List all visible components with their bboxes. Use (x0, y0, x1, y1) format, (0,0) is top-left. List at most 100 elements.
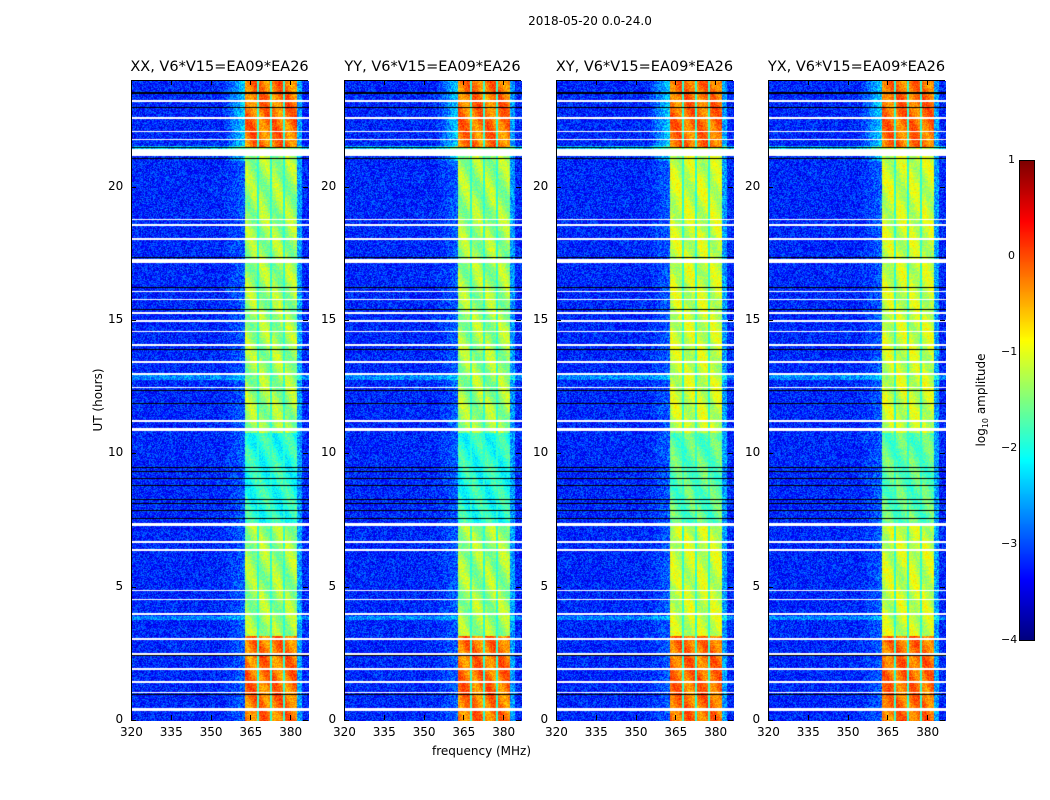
y-tick-mark (768, 186, 773, 188)
y-tick-mark (556, 320, 561, 321)
x-tick-mark (383, 715, 385, 720)
y-tick-label: 10 (108, 445, 124, 460)
colorbar-tick-label: −3 (1001, 537, 1018, 550)
y-tick-mark (516, 586, 521, 588)
y-tick-mark (516, 320, 521, 321)
y-tick-mark (131, 453, 136, 455)
y-tick-mark (768, 720, 773, 721)
y-tick-mark (303, 453, 308, 455)
y-tick-mark (516, 186, 521, 188)
x-tick-mark (635, 80, 637, 85)
x-tick-mark (847, 80, 849, 85)
figure-title: 2018-05-20 0.0-24.0 (528, 14, 652, 28)
x-tick-label: 335 (372, 725, 396, 739)
x-axis-label: frequency (MHz) (432, 744, 532, 758)
x-tick-label: 350 (199, 725, 223, 739)
y-tick-label: 0 (540, 712, 549, 726)
y-tick-mark (728, 586, 733, 588)
x-tick-mark (250, 715, 252, 720)
x-tick-mark (463, 715, 465, 720)
y-tick-mark (556, 586, 561, 588)
x-tick-label: 365 (452, 725, 476, 739)
colorbar-tick-label: −1 (1001, 345, 1018, 358)
y-tick-label: 15 (533, 312, 549, 326)
heatmap-panel-4 (768, 80, 946, 721)
x-tick-mark (344, 80, 345, 85)
y-tick-label: 20 (745, 178, 761, 193)
colorbar-gradient (1020, 161, 1034, 640)
x-tick-mark (887, 715, 889, 720)
x-tick-mark (250, 80, 252, 85)
y-tick-mark (303, 720, 308, 721)
x-tick-mark (170, 715, 172, 720)
y-tick-label: 0 (115, 712, 124, 726)
x-tick-label: 335 (159, 725, 183, 739)
colorbar-label: log10 amplitude (974, 354, 990, 447)
x-tick-mark (595, 715, 597, 720)
y-tick-mark (303, 586, 308, 588)
x-tick-label: 335 (796, 725, 820, 739)
x-tick-mark (210, 80, 212, 85)
x-tick-label: 335 (584, 725, 608, 739)
x-tick-label: 380 (279, 725, 303, 739)
x-tick-mark (847, 715, 849, 720)
x-tick-mark (807, 80, 809, 85)
x-tick-label: 350 (624, 725, 648, 739)
y-tick-mark (516, 453, 521, 455)
x-tick-mark (807, 715, 809, 720)
x-tick-label: 380 (916, 725, 940, 739)
x-tick-mark (927, 80, 929, 85)
y-tick-mark (940, 586, 945, 588)
x-tick-label: 380 (492, 725, 516, 739)
colorbar-tick-label: 0 (1008, 249, 1015, 262)
panel-title: XX, V6*V15=EA09*EA26 (130, 59, 309, 75)
colorbar-label-sub: 10 (981, 417, 991, 429)
x-tick-label: 350 (412, 725, 436, 739)
panel-title: YX, V6*V15=EA09*EA26 (767, 59, 946, 75)
x-tick-mark (715, 80, 717, 85)
x-tick-mark (383, 80, 385, 85)
y-tick-mark (728, 186, 733, 188)
x-tick-mark (675, 80, 677, 85)
y-tick-label: 5 (115, 578, 124, 593)
x-tick-label: 350 (836, 725, 860, 739)
y-tick-mark (768, 586, 773, 588)
colorbar-label-main: log (973, 428, 988, 447)
y-tick-label: 10 (533, 445, 549, 460)
y-tick-mark (768, 320, 773, 321)
colorbar (1019, 160, 1035, 641)
y-tick-mark (344, 453, 349, 455)
y-tick-mark (940, 453, 945, 455)
panel-title: XY, V6*V15=EA09*EA26 (555, 59, 734, 75)
y-tick-label: 20 (321, 178, 337, 193)
x-tick-mark (423, 80, 425, 85)
x-tick-mark (290, 80, 292, 85)
x-tick-mark (556, 715, 557, 720)
x-tick-label: 320 (120, 725, 143, 739)
colorbar-tick-label: −2 (1001, 441, 1018, 454)
y-tick-mark (940, 186, 945, 188)
x-tick-mark (927, 715, 929, 720)
y-tick-label: 10 (745, 445, 761, 460)
heatmap-panel-2 (344, 80, 522, 721)
y-tick-label: 15 (108, 312, 124, 326)
y-tick-mark (728, 720, 733, 721)
y-tick-label: 5 (328, 578, 337, 593)
x-tick-mark (595, 80, 597, 85)
panel-title: YY, V6*V15=EA09*EA26 (344, 59, 521, 75)
x-tick-label: 365 (239, 725, 263, 739)
heatmap-image (557, 81, 734, 721)
x-tick-mark (768, 80, 769, 85)
y-tick-mark (556, 720, 561, 721)
x-tick-mark (131, 80, 132, 85)
heatmap-image (132, 81, 309, 721)
y-tick-label: 5 (752, 578, 761, 593)
y-tick-label: 20 (108, 178, 124, 193)
heatmap-image (769, 81, 946, 721)
heatmap-panel-1 (131, 80, 309, 721)
y-tick-mark (344, 586, 349, 588)
y-tick-mark (303, 186, 308, 188)
x-tick-mark (503, 715, 505, 720)
x-tick-mark (344, 715, 345, 720)
y-tick-label: 5 (540, 578, 549, 593)
